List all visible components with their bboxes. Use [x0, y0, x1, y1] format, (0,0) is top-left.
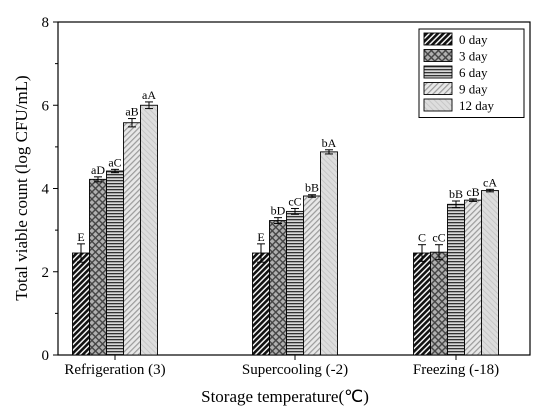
legend-swatch: [423, 82, 453, 95]
bar-letter-label: bB: [305, 181, 319, 195]
bar-letter-label: aB: [125, 105, 138, 119]
y-tick-label: 2: [42, 265, 50, 281]
bar: [106, 170, 124, 356]
bar: [252, 252, 270, 356]
bar: [123, 122, 141, 356]
legend-label: 6 day: [459, 65, 488, 80]
bar: [303, 195, 321, 356]
y-tick-label: 6: [42, 98, 50, 114]
legend-swatch: [423, 32, 453, 46]
bar-letter-label: C: [418, 231, 426, 245]
y-tick-label: 4: [42, 182, 50, 198]
bar: [481, 190, 499, 356]
x-tick-label: Refrigeration (3): [64, 362, 165, 378]
bar-letter-label: cC: [288, 194, 301, 208]
bar-letter-label: bD: [271, 204, 286, 218]
bar: [430, 251, 448, 356]
legend-label: 9 day: [459, 82, 488, 97]
y-tick-label: 0: [42, 348, 50, 364]
legend-swatch: [423, 49, 453, 62]
y-tick-label: 8: [42, 15, 50, 31]
bar: [413, 252, 431, 356]
bar-letter-label: aD: [91, 163, 105, 177]
y-axis-title: Total viable count (log CFU/mL): [12, 75, 31, 300]
legend-swatch: [423, 65, 453, 79]
bar-letter-label: aA: [142, 88, 156, 102]
bar: [320, 151, 338, 356]
bar: [89, 178, 107, 356]
bar: [447, 203, 465, 356]
bar-letter-label: cA: [483, 175, 497, 189]
x-tick-label: Freezing (-18): [413, 362, 499, 378]
legend-swatch: [423, 98, 453, 112]
legend-label: 12 day: [459, 98, 495, 113]
bar-letter-label: cC: [432, 231, 445, 245]
bar-letter-label: E: [257, 230, 264, 244]
x-tick-label: Supercooling (-2): [242, 362, 348, 378]
x-axis-title: Storage temperature(℃): [201, 387, 369, 406]
bar: [464, 199, 482, 356]
legend-label: 0 day: [459, 32, 488, 47]
bar-letter-label: bB: [449, 187, 463, 201]
bar: [72, 252, 90, 356]
bar-letter-label: bA: [322, 136, 337, 150]
bar: [140, 104, 158, 356]
bar-letter-label: aC: [108, 155, 121, 169]
bar-letter-label: E: [77, 230, 84, 244]
bar: [286, 210, 304, 356]
legend-label: 3 day: [459, 49, 488, 64]
bar-letter-label: cB: [466, 185, 479, 199]
bar: [269, 220, 287, 356]
axes: 0 2 4 6 8 Refrigeration (3) Supercooling (-2) F…: [42, 15, 500, 378]
